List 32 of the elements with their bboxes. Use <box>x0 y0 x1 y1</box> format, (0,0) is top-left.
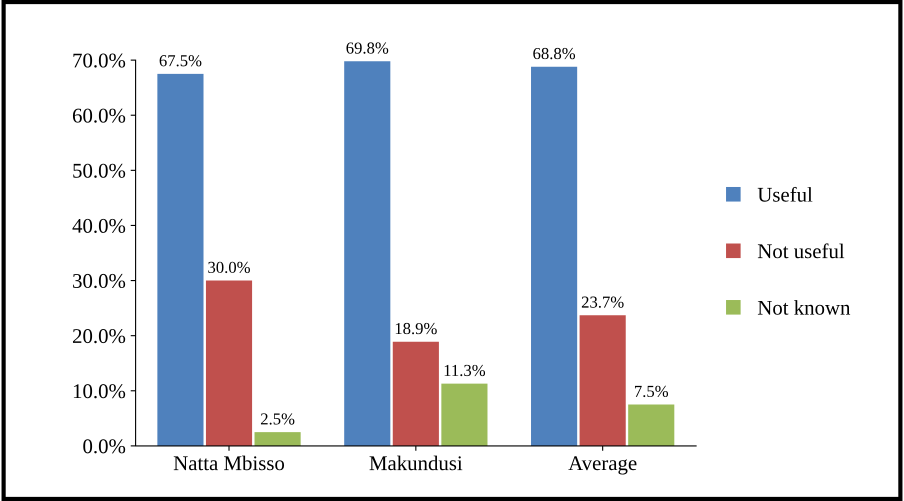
bar <box>531 66 578 446</box>
bar <box>254 432 301 446</box>
data-label: 2.5% <box>260 413 294 425</box>
x-tick-label: Makundusi <box>370 456 462 470</box>
y-tick-label: 70.0% <box>73 53 126 68</box>
data-label: 11.3% <box>444 364 486 376</box>
bar <box>628 404 674 446</box>
bar <box>392 342 439 446</box>
y-tick-label: 50.0% <box>73 164 126 178</box>
x-tick-label: Average <box>568 456 636 475</box>
y-tick-label: 40.0% <box>72 218 126 233</box>
bar <box>344 61 390 446</box>
bar <box>441 384 488 446</box>
data-label: 7.5% <box>634 386 668 398</box>
bar <box>580 315 626 446</box>
bar <box>157 74 204 446</box>
data-label: 30.0% <box>208 262 250 274</box>
y-tick-label: 30.0% <box>73 274 126 288</box>
legend-label: Not useful <box>758 243 844 258</box>
data-label: 68.8% <box>533 48 576 60</box>
x-tick-label: Natta Mbisso <box>174 456 284 470</box>
data-label: 18.9% <box>396 322 437 334</box>
y-tick-label: 20.0% <box>72 329 126 344</box>
data-label: 67.5% <box>160 55 202 66</box>
bar <box>206 280 252 446</box>
legend-label: Useful <box>758 186 812 202</box>
y-tick-label: 10.0% <box>74 384 126 398</box>
data-label: 69.8% <box>346 42 388 54</box>
legend-label: Not known <box>758 300 850 315</box>
y-tick-label: 0.0% <box>83 439 126 454</box>
y-tick-label: 60.0% <box>72 108 126 123</box>
data-label: 23.7% <box>582 296 624 308</box>
